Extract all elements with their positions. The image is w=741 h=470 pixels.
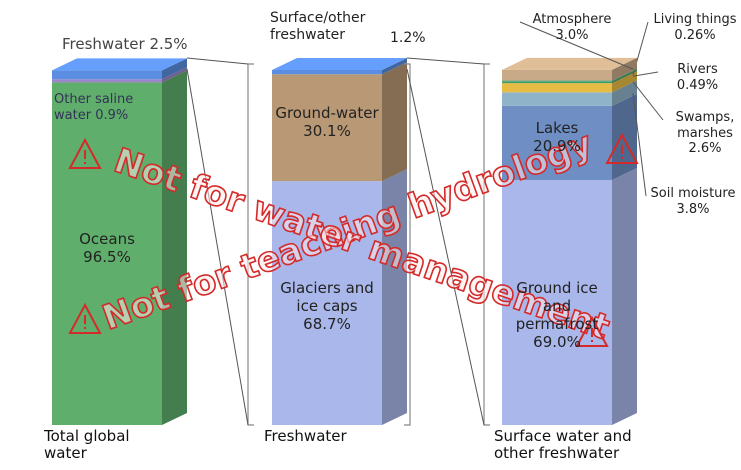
bar-side [612, 93, 637, 181]
segment-name: Freshwater [62, 35, 145, 53]
leader-line [632, 93, 647, 197]
segment-label: Oceans 96.5% [52, 230, 162, 266]
bar-segment [52, 70, 162, 80]
bar-segment [52, 79, 162, 83]
category-label: Total global water [44, 427, 164, 463]
bar-segment [502, 81, 612, 84]
segment-value: 2.6% [688, 141, 722, 157]
bar-side [612, 80, 637, 106]
segment-label: Glaciers and ice caps 68.7% [272, 279, 382, 333]
category-name: Freshwater [264, 427, 347, 445]
warning-icons [68, 132, 639, 347]
bracket [483, 63, 490, 426]
segment-label: Lakes 20.9% [502, 119, 612, 155]
segment-value: 2.5% [149, 35, 188, 53]
segment-name: Atmosphere [532, 12, 612, 27]
connector [186, 68, 249, 426]
segment-value: 0.26% [674, 27, 716, 43]
bar-segment [502, 69, 612, 81]
callout-label: Other saline water 0.9% [54, 92, 164, 123]
segment-name: Glaciers and ice caps [280, 279, 374, 316]
bracket [247, 63, 254, 426]
segment-name: Surface/other freshwater [270, 10, 366, 43]
bar-side [382, 169, 407, 425]
segment-name: Other saline water [54, 92, 134, 123]
callout-label: Atmosphere 3.0% [522, 12, 622, 43]
segment-name: Soil moisture [650, 186, 736, 201]
bar-top [52, 58, 187, 71]
bar-segment [272, 181, 382, 425]
callout-label: Swamps, marshes 2.6% [665, 110, 741, 157]
bar-segment [502, 92, 612, 106]
segment-label: Ground ice and permafrost 69.0% [502, 279, 612, 351]
segment-value: 0.49% [676, 77, 719, 93]
bar-segment [272, 70, 382, 75]
bar-side [612, 68, 637, 82]
category-label: Freshwater [264, 427, 384, 445]
bar-side [162, 58, 187, 80]
segment-name: Ground-water [275, 103, 379, 122]
bar-top [502, 57, 637, 70]
bar-segment [272, 74, 382, 182]
category-name: Total global water [44, 427, 130, 463]
segment-name: Lakes [535, 118, 579, 137]
connector [406, 57, 485, 65]
bar-side [612, 168, 637, 426]
leader-line [632, 71, 659, 77]
callout-label: Rivers 0.49% [660, 62, 735, 93]
bar-segment [502, 83, 612, 93]
segment-name: Swamps, marshes [675, 110, 735, 141]
category-name: Surface water and other freshwater [494, 427, 632, 463]
leader-line [519, 21, 634, 70]
segment-label: Ground-water 30.1% [272, 104, 382, 140]
bar-segment [52, 82, 162, 426]
bar-side [382, 58, 407, 75]
category-label: Surface water and other freshwater [494, 427, 644, 463]
segment-name: Oceans [79, 229, 135, 248]
segment-value: 30.1% [303, 121, 351, 140]
segment-value: 3.8% [676, 201, 710, 217]
bar-side [162, 67, 187, 83]
segment-value: 96.5% [83, 247, 131, 266]
bar-side [612, 69, 637, 84]
leader-line [632, 81, 664, 121]
bar-segment [502, 80, 612, 82]
bar-segment [502, 180, 612, 425]
bar-side [612, 57, 637, 81]
connector [406, 68, 485, 426]
segment-value: 1.2% [390, 30, 426, 46]
bar-segment [502, 105, 612, 181]
segment-value: 69.0% [533, 332, 581, 351]
segment-value: 3.0% [555, 27, 589, 43]
connector [186, 57, 249, 65]
bar-side [162, 70, 187, 426]
segment-value: 0.9% [95, 107, 129, 123]
segment-value: 20.9% [533, 136, 581, 155]
bracket [404, 63, 411, 426]
bar-side [612, 71, 637, 93]
segment-name: Rivers [677, 62, 718, 77]
segment-value: 68.7% [303, 315, 351, 334]
callout-label: Freshwater 2.5% [62, 35, 242, 53]
callout-label: Surface/other freshwater 1.2% [270, 10, 426, 46]
bar-side [382, 62, 407, 182]
bar-top [272, 58, 407, 70]
segment-name: Ground ice and permafrost [515, 278, 599, 333]
callout-label: Soil moisture 3.8% [648, 186, 738, 217]
segment-name: Living things [653, 12, 737, 27]
callout-label: Living things 0.26% [650, 12, 740, 43]
